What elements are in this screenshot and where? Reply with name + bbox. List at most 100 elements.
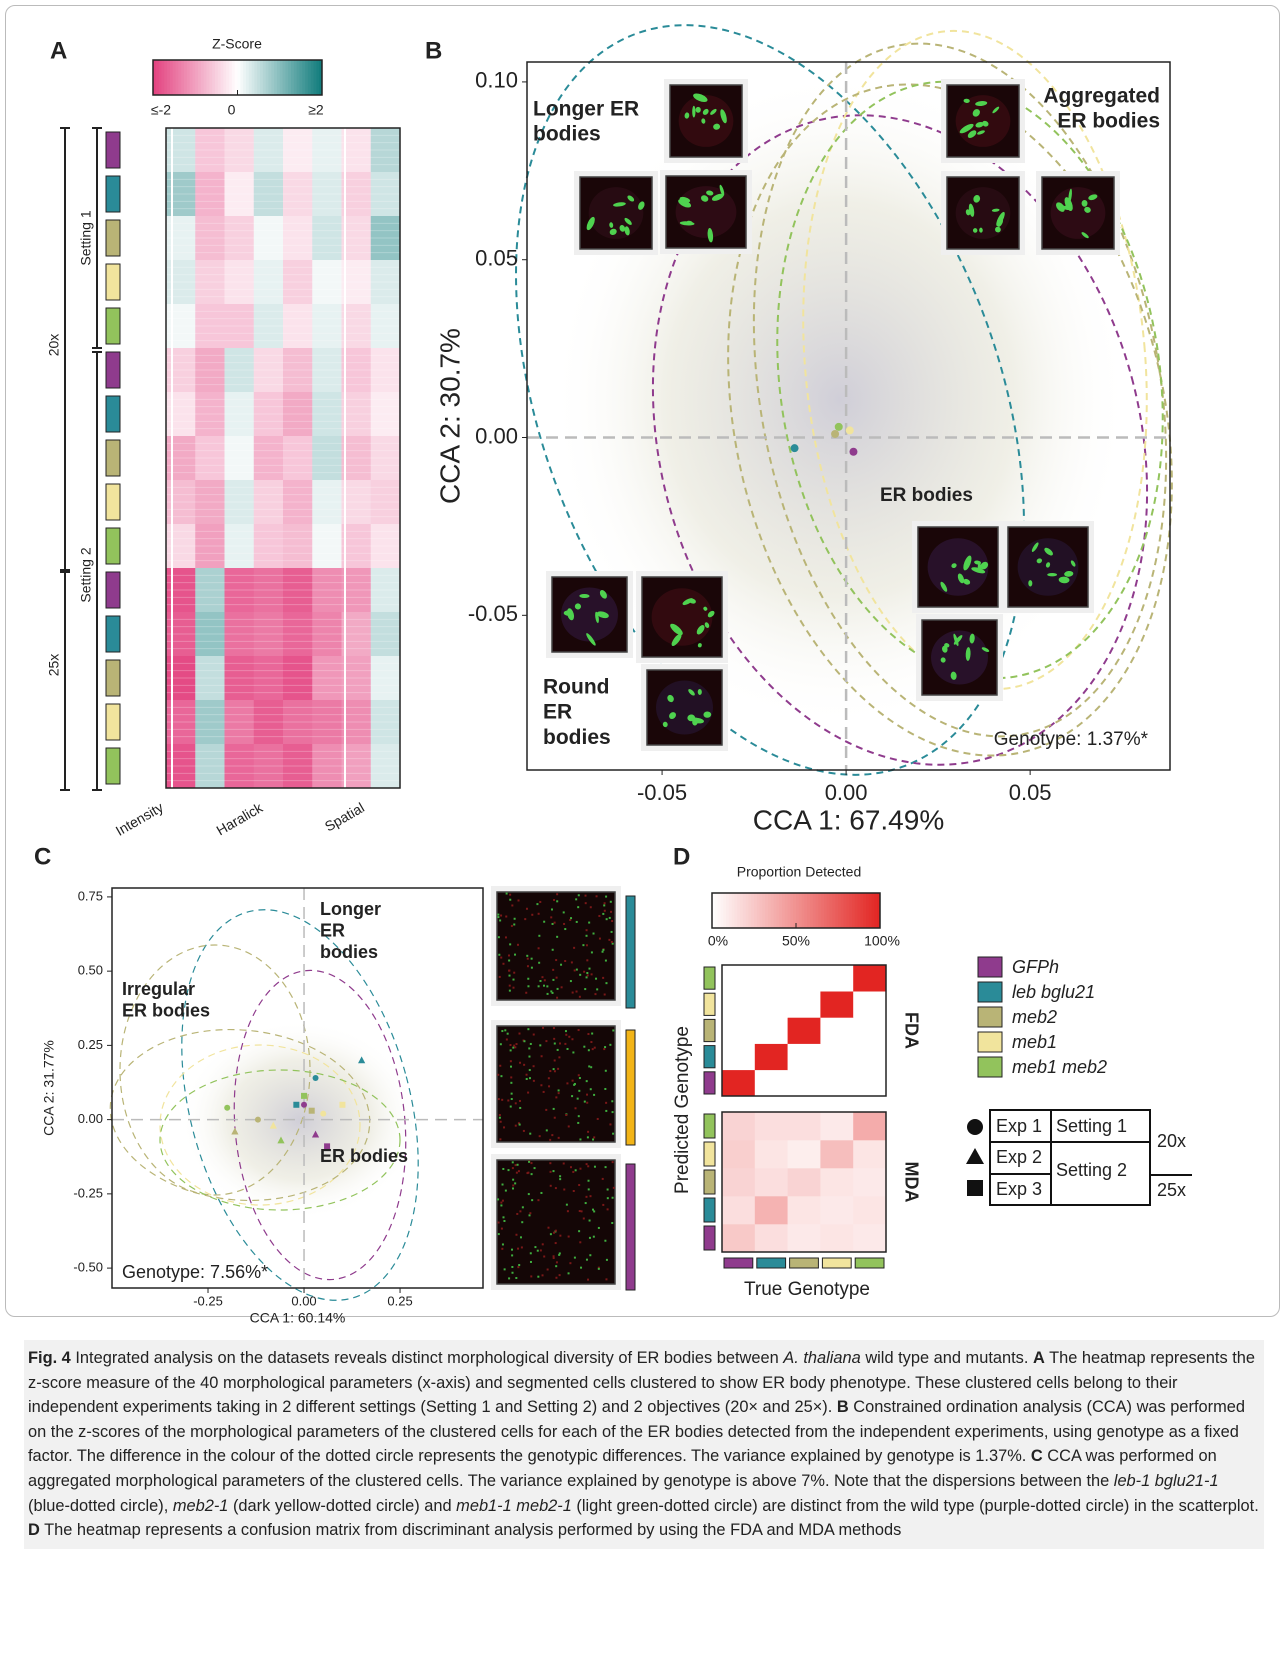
inset-speck bbox=[534, 1246, 536, 1248]
row-genotype-bar bbox=[704, 1019, 715, 1041]
inset-speck bbox=[511, 1093, 513, 1095]
confusion-cell bbox=[722, 1140, 755, 1168]
y-tick-label: -0.25 bbox=[73, 1185, 103, 1200]
inset-speck bbox=[549, 1139, 551, 1141]
inset-speck bbox=[500, 1075, 502, 1077]
inset-speck bbox=[611, 1222, 613, 1224]
inset-speck bbox=[508, 975, 510, 977]
confusion-cell bbox=[722, 1196, 755, 1224]
inset-speck bbox=[520, 1236, 522, 1238]
colorbar-tick-label: 0 bbox=[228, 102, 236, 118]
inset-speck bbox=[553, 1027, 555, 1029]
inset-speck bbox=[500, 1043, 502, 1045]
annotation: ER bodies bbox=[1057, 110, 1160, 133]
inset-speck bbox=[605, 896, 607, 898]
inset-speck bbox=[510, 1106, 512, 1108]
inset-speck bbox=[602, 913, 604, 915]
inset-speck bbox=[556, 936, 558, 938]
row-genotype-bar bbox=[704, 1114, 715, 1138]
inset-speck bbox=[576, 969, 578, 971]
y-tick-label: 0.00 bbox=[78, 1111, 103, 1126]
inset-speck bbox=[527, 958, 529, 960]
group-bar bbox=[106, 572, 120, 608]
inset-speck bbox=[572, 1051, 574, 1053]
inset-speck bbox=[543, 1091, 545, 1093]
inset-speck bbox=[541, 1055, 543, 1057]
inset-speck bbox=[556, 997, 558, 999]
inset-speck bbox=[577, 1098, 579, 1100]
inset-speck bbox=[586, 935, 588, 937]
x-axis-title: True Genotype bbox=[744, 1279, 870, 1300]
inset-speck bbox=[580, 1267, 582, 1269]
inset-speck bbox=[579, 1210, 581, 1212]
inset-speck bbox=[579, 996, 581, 998]
inset-speck bbox=[548, 1085, 550, 1087]
confusion-cell bbox=[853, 1017, 886, 1044]
inset-speck bbox=[500, 957, 502, 959]
inset-speck bbox=[575, 1107, 577, 1109]
shape-key bbox=[966, 1148, 984, 1164]
confusion-cell bbox=[788, 965, 821, 992]
inset-speck bbox=[502, 1216, 504, 1218]
confusion-cell bbox=[788, 1044, 821, 1071]
confusion-cell bbox=[755, 965, 788, 992]
inset-speck bbox=[555, 959, 557, 961]
inset-speck bbox=[586, 1080, 588, 1082]
inset-speck bbox=[525, 992, 527, 994]
inset-cell bbox=[1051, 187, 1106, 239]
confusion-cell bbox=[788, 1017, 821, 1044]
legend-swatch bbox=[978, 957, 1002, 977]
confusion-cell bbox=[722, 991, 755, 1018]
inset-speck bbox=[500, 1204, 502, 1206]
inset-speck bbox=[568, 1272, 570, 1274]
inset-speck bbox=[573, 1190, 575, 1192]
inset-speck bbox=[604, 1240, 606, 1242]
inset-speck bbox=[592, 1048, 594, 1050]
inset-speck bbox=[587, 1033, 589, 1035]
inset-speck bbox=[556, 893, 558, 895]
inset-speck bbox=[563, 1189, 565, 1191]
inset-speck bbox=[512, 1179, 514, 1181]
row-genotype-bar bbox=[704, 1046, 715, 1068]
column-label: Haralick bbox=[213, 799, 266, 839]
inset-speck bbox=[557, 988, 559, 990]
inset-speck bbox=[531, 1199, 533, 1201]
inset-speck bbox=[605, 960, 607, 962]
inset-image bbox=[497, 1026, 615, 1142]
inset-speck bbox=[512, 1187, 514, 1189]
inset-speck bbox=[509, 943, 511, 945]
inset-speck bbox=[579, 1241, 581, 1243]
inset-speck bbox=[576, 991, 578, 993]
inset-speck bbox=[511, 904, 513, 906]
legend-label: meb1 bbox=[1012, 1032, 1057, 1052]
annotation: Longer ER bbox=[533, 98, 639, 121]
inset-speck bbox=[507, 1033, 509, 1035]
inset-speck bbox=[586, 944, 588, 946]
confusion-cell bbox=[820, 1168, 853, 1196]
confusion-cell bbox=[722, 965, 755, 992]
shape-key bbox=[967, 1119, 983, 1135]
inset-speck bbox=[556, 977, 558, 979]
inset-speck bbox=[603, 1048, 605, 1050]
inset-speck bbox=[595, 978, 597, 980]
inset-speck bbox=[515, 1277, 517, 1279]
inset-speck bbox=[523, 1064, 525, 1066]
inset-speck bbox=[519, 1100, 521, 1102]
inset-speck bbox=[531, 958, 533, 960]
inset-speck bbox=[517, 1164, 519, 1166]
inset-speck bbox=[531, 967, 533, 969]
inset-speck bbox=[552, 923, 554, 925]
confusion-cell bbox=[755, 991, 788, 1018]
inset-speck bbox=[552, 1170, 554, 1172]
inset-speck bbox=[594, 993, 596, 995]
inset-speck bbox=[605, 1102, 607, 1104]
confusion-cell bbox=[788, 991, 821, 1018]
inset-speck bbox=[604, 994, 606, 996]
inset-speck bbox=[542, 1274, 544, 1276]
x-tick-label: -0.25 bbox=[193, 1294, 223, 1309]
inset-speck bbox=[537, 1250, 539, 1252]
inset-speck bbox=[574, 1257, 576, 1259]
inset-speck bbox=[518, 1264, 520, 1266]
caption-text: (light green-dotted circle) are distinct… bbox=[572, 1497, 1259, 1515]
inset-speck bbox=[555, 1265, 557, 1267]
